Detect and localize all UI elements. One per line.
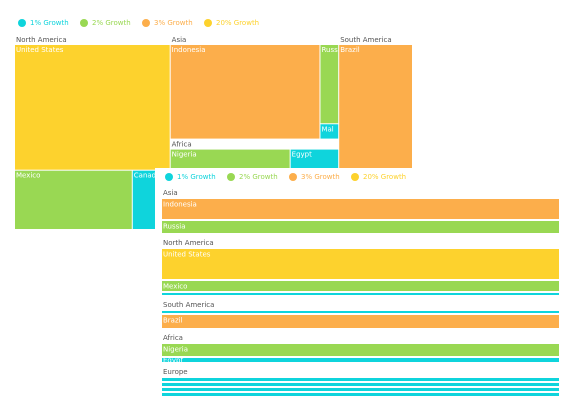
group-label: Asia — [172, 36, 187, 44]
bar — [162, 293, 559, 295]
legend-marker — [165, 173, 173, 181]
tile-label: Russia — [321, 46, 344, 54]
bar-label: Nigeria — [163, 346, 188, 354]
tile-label: Nigeria — [172, 151, 197, 159]
bar-label: Mexico — [163, 283, 187, 291]
group-label: Asia — [163, 189, 178, 197]
bar-label: United States — [163, 251, 211, 259]
bar — [162, 315, 559, 328]
tile-label: Indonesia — [172, 46, 206, 54]
tile-label: Mexico — [16, 172, 40, 180]
group-label: South America — [163, 301, 214, 309]
legend-marker — [142, 19, 150, 27]
tile — [15, 170, 132, 229]
bar — [162, 378, 559, 381]
legend-label: 3% Growth — [154, 19, 193, 27]
tile — [170, 45, 320, 139]
bar-label: Egypt — [163, 357, 183, 365]
tile — [320, 124, 339, 139]
legend-label: 1% Growth — [177, 173, 216, 181]
tile-label: Egypt — [292, 151, 312, 159]
legend-marker — [227, 173, 235, 181]
legend-label: 3% Growth — [301, 173, 340, 181]
group-label: North America — [163, 239, 214, 247]
bar-label: Russia — [163, 223, 186, 231]
bar — [162, 281, 559, 291]
legend-marker — [18, 19, 26, 27]
legend-label: 2% Growth — [92, 19, 131, 27]
bar — [162, 249, 559, 279]
legend-marker — [204, 19, 212, 27]
legend-marker — [289, 173, 297, 181]
tile — [15, 45, 170, 170]
bar — [162, 388, 559, 391]
tile-label: Mal — [321, 125, 333, 133]
group-label: Africa — [172, 141, 192, 149]
legend-label: 20% Growth — [216, 19, 259, 27]
tile-label: Brazil — [340, 46, 360, 54]
legend-label: 1% Growth — [30, 19, 69, 27]
group-label: Africa — [163, 334, 183, 342]
tile-label: Canada — [134, 172, 161, 180]
bar — [162, 344, 559, 356]
tile-label: United States — [16, 46, 64, 54]
bar — [162, 358, 559, 362]
group-label: South America — [340, 36, 391, 44]
bar — [162, 383, 559, 386]
bar — [162, 221, 559, 233]
group-label: North America — [16, 36, 67, 44]
bar — [162, 393, 559, 396]
group-label: Europe — [163, 368, 188, 376]
bar-label: Indonesia — [163, 201, 197, 209]
legend-label: 20% Growth — [363, 173, 406, 181]
legend-marker — [80, 19, 88, 27]
bar — [162, 311, 559, 313]
bar — [162, 199, 559, 219]
tile — [320, 45, 339, 124]
bar-label: Brazil — [163, 317, 183, 325]
legend-marker — [351, 173, 359, 181]
legend-label: 2% Growth — [239, 173, 278, 181]
